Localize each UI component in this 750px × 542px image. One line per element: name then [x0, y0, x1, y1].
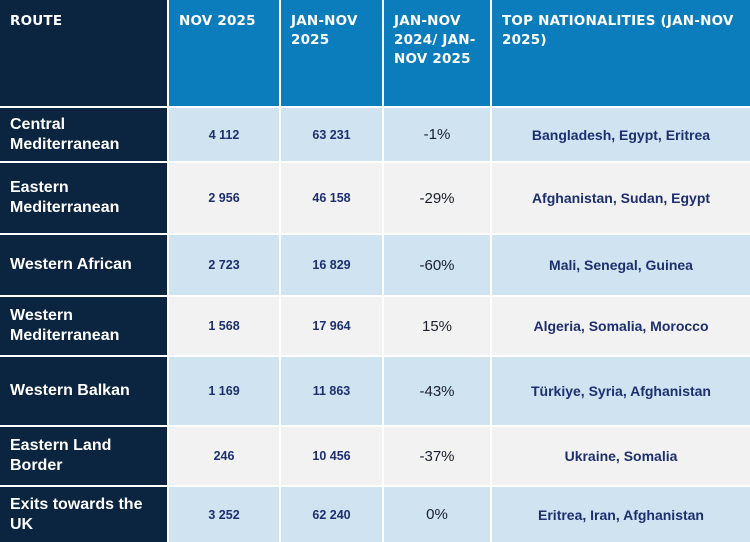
nov-2025-value: 1 568	[168, 296, 281, 356]
change-value: 0%	[383, 486, 492, 542]
header-route: ROUTE	[0, 0, 169, 107]
header-jan-nov-2025: JAN-NOV 2025	[280, 0, 384, 107]
change-value: -60%	[383, 234, 492, 296]
route-name: Central Mediterranean	[0, 107, 169, 162]
table-row: Western Mediterranean 1 568 17 964 15% A…	[0, 296, 750, 356]
top-nationalities-value: Afghanistan, Sudan, Egypt	[491, 162, 750, 234]
table-header: ROUTE NOV 2025 JAN-NOV 2025 JAN-NOV 2024…	[0, 0, 750, 107]
nov-2025-value: 2 723	[168, 234, 281, 296]
change-value: -37%	[383, 426, 492, 486]
nov-2025-value: 4 112	[168, 107, 281, 162]
jan-nov-2025-value: 62 240	[280, 486, 384, 542]
nov-2025-value: 246	[168, 426, 281, 486]
jan-nov-2025-value: 11 863	[280, 356, 384, 426]
route-name: Western African	[0, 234, 169, 296]
jan-nov-2025-value: 46 158	[280, 162, 384, 234]
top-nationalities-value: Eritrea, Iran, Afghanistan	[491, 486, 750, 542]
route-name: Eastern Mediterranean	[0, 162, 169, 234]
top-nationalities-value: Türkiye, Syria, Afghanistan	[491, 356, 750, 426]
top-nationalities-value: Bangladesh, Egypt, Eritrea	[491, 107, 750, 162]
route-name: Western Mediterranean	[0, 296, 169, 356]
nov-2025-value: 1 169	[168, 356, 281, 426]
table-row: Eastern Land Border 246 10 456 -37% Ukra…	[0, 426, 750, 486]
table-row: Exits towards the UK 3 252 62 240 0% Eri…	[0, 486, 750, 542]
route-name: Exits towards the UK	[0, 486, 169, 542]
header-row: ROUTE NOV 2025 JAN-NOV 2025 JAN-NOV 2024…	[0, 0, 750, 107]
route-name: Eastern Land Border	[0, 426, 169, 486]
top-nationalities-value: Mali, Senegal, Guinea	[491, 234, 750, 296]
table-row: Western Balkan 1 169 11 863 -43% Türkiye…	[0, 356, 750, 426]
jan-nov-2025-value: 17 964	[280, 296, 384, 356]
nov-2025-value: 2 956	[168, 162, 281, 234]
table-body: Central Mediterranean 4 112 63 231 -1% B…	[0, 107, 750, 542]
table-row: Central Mediterranean 4 112 63 231 -1% B…	[0, 107, 750, 162]
jan-nov-2025-value: 63 231	[280, 107, 384, 162]
change-value: 15%	[383, 296, 492, 356]
top-nationalities-value: Algeria, Somalia, Morocco	[491, 296, 750, 356]
header-nov-2025: NOV 2025	[168, 0, 281, 107]
jan-nov-2025-value: 16 829	[280, 234, 384, 296]
header-change: JAN-NOV 2024/ JAN-NOV 2025	[383, 0, 492, 107]
change-value: -43%	[383, 356, 492, 426]
table-row: Eastern Mediterranean 2 956 46 158 -29% …	[0, 162, 750, 234]
nov-2025-value: 3 252	[168, 486, 281, 542]
table-row: Western African 2 723 16 829 -60% Mali, …	[0, 234, 750, 296]
change-value: -1%	[383, 107, 492, 162]
jan-nov-2025-value: 10 456	[280, 426, 384, 486]
route-name: Western Balkan	[0, 356, 169, 426]
top-nationalities-value: Ukraine, Somalia	[491, 426, 750, 486]
change-value: -29%	[383, 162, 492, 234]
header-top-nationalities: TOP NATIONALITIES (JAN-NOV 2025)	[491, 0, 750, 107]
